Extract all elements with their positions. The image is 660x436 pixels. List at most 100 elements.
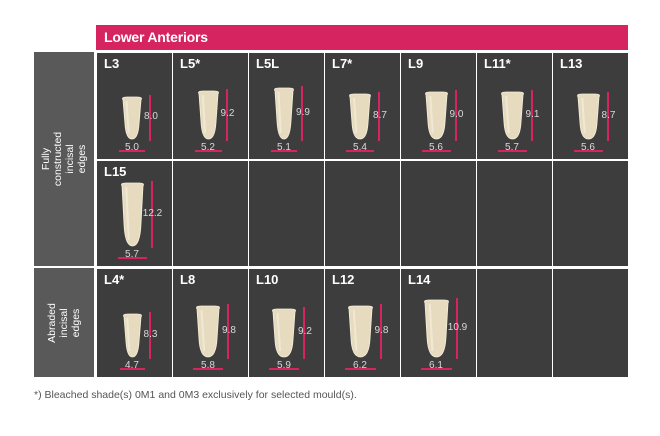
section-label-fully-constructed: Fully constructed incisal edges <box>34 52 94 266</box>
height-marker <box>303 307 305 359</box>
tooth-image <box>193 304 223 364</box>
height-marker <box>225 89 228 141</box>
tooth-image <box>422 90 451 146</box>
height-value: 9.8 <box>222 324 236 336</box>
width-marker <box>497 150 527 152</box>
width-value: 5.0 <box>125 142 139 153</box>
mould-name: L15 <box>104 164 127 179</box>
height-marker <box>530 90 533 141</box>
tooth-image <box>195 89 222 146</box>
mould-name: L11* <box>484 56 511 71</box>
mould-name: L9 <box>408 56 424 71</box>
tooth-image <box>269 307 299 364</box>
mould-cell: L5L 9.9 5.1 <box>249 53 324 159</box>
width-marker <box>119 368 145 370</box>
empty-cell <box>325 161 400 266</box>
height-value: 9.8 <box>374 324 389 336</box>
tooth-image <box>120 312 145 364</box>
width-value: 5.4 <box>353 142 367 153</box>
width-marker <box>269 368 299 370</box>
height-marker <box>227 304 229 359</box>
tooth-image <box>574 92 603 146</box>
width-value: 6.1 <box>429 360 443 371</box>
mould-name: L13 <box>560 56 583 71</box>
section-title: Lower Anteriors <box>96 25 628 50</box>
height-value: 8.3 <box>143 328 158 340</box>
width-marker <box>194 150 222 152</box>
tooth-image <box>346 92 374 146</box>
tooth-image <box>421 298 452 364</box>
mould-cell: L8 9.8 5.8 <box>173 269 248 377</box>
mould-name: L3 <box>104 56 120 71</box>
mould-name: L7* <box>332 56 353 71</box>
footnote: *) Bleached shade(s) 0M1 and 0M3 exclusi… <box>34 389 357 401</box>
width-value: 5.2 <box>201 142 215 153</box>
width-value: 5.7 <box>505 142 519 153</box>
height-value: 9.9 <box>296 106 310 118</box>
width-value: 5.9 <box>277 360 291 371</box>
width-marker <box>119 150 145 152</box>
mould-cell: L5* 9.2 5.2 <box>173 53 248 159</box>
section-label-text: Abraded incisal edges <box>46 302 82 343</box>
height-marker <box>454 90 457 141</box>
empty-cell <box>553 269 628 377</box>
mould-cell: L12 9.8 6.2 <box>325 269 400 377</box>
mould-name: L14 <box>408 272 431 287</box>
mould-cell: L9 9.0 5.6 <box>401 53 476 159</box>
height-value: 12.2 <box>142 207 163 219</box>
height-value: 8.0 <box>144 111 158 122</box>
mould-cell: L7* 8.7 5.4 <box>325 53 400 159</box>
width-marker <box>117 257 147 259</box>
mould-cell: L13 8.7 5.6 <box>553 53 628 159</box>
mould-name: L10 <box>256 272 279 287</box>
mould-cell: L4* 8.3 4.7 <box>97 269 172 377</box>
height-marker <box>150 181 153 248</box>
width-value: 5.6 <box>429 142 443 153</box>
mould-name: L5* <box>180 56 201 71</box>
height-value: 9.0 <box>449 108 464 120</box>
mould-cell: L3 8.0 5.0 <box>97 53 172 159</box>
width-marker <box>420 368 452 370</box>
tooth-image <box>498 90 527 146</box>
height-marker <box>379 304 382 359</box>
height-marker <box>455 298 458 359</box>
width-marker <box>271 150 297 152</box>
width-value: 5.6 <box>581 142 595 153</box>
height-value: 10.9 <box>447 321 468 333</box>
height-marker <box>301 86 303 141</box>
width-value: 5.7 <box>125 249 139 260</box>
width-marker <box>421 150 451 152</box>
tooth-image <box>345 304 376 364</box>
empty-cell <box>553 161 628 266</box>
empty-cell <box>249 161 324 266</box>
width-value: 4.7 <box>125 360 139 371</box>
mould-name: L4* <box>104 272 125 287</box>
empty-cell <box>477 269 552 377</box>
mould-name: L12 <box>332 272 355 287</box>
width-value: 5.1 <box>277 142 291 153</box>
section-label-text: Fully constructed incisal edges <box>40 131 88 187</box>
height-value: 9.2 <box>298 326 312 337</box>
width-value: 6.2 <box>353 360 367 371</box>
tooth-image <box>271 86 297 146</box>
height-marker <box>148 312 151 359</box>
width-value: 5.8 <box>201 360 215 371</box>
empty-cell <box>173 161 248 266</box>
tooth-image <box>118 181 147 253</box>
empty-cell <box>477 161 552 266</box>
mould-cell: L11* 9.1 5.7 <box>477 53 552 159</box>
mould-name: L8 <box>180 272 196 287</box>
height-value: 8.7 <box>601 109 616 121</box>
width-marker <box>344 368 376 370</box>
mould-cell: L14 10.9 6.1 <box>401 269 476 377</box>
height-value: 9.1 <box>525 108 540 120</box>
height-value: 8.7 <box>373 109 387 121</box>
mould-name: L5L <box>256 56 280 71</box>
width-marker <box>573 150 603 152</box>
mould-cell: L15 12.2 5.7 <box>97 161 172 266</box>
section-label-abraded: Abraded incisal edges <box>34 268 94 377</box>
mould-cell: L10 9.2 5.9 <box>249 269 324 377</box>
height-marker <box>149 95 151 141</box>
height-value: 9.2 <box>220 108 235 119</box>
height-marker <box>378 92 380 141</box>
